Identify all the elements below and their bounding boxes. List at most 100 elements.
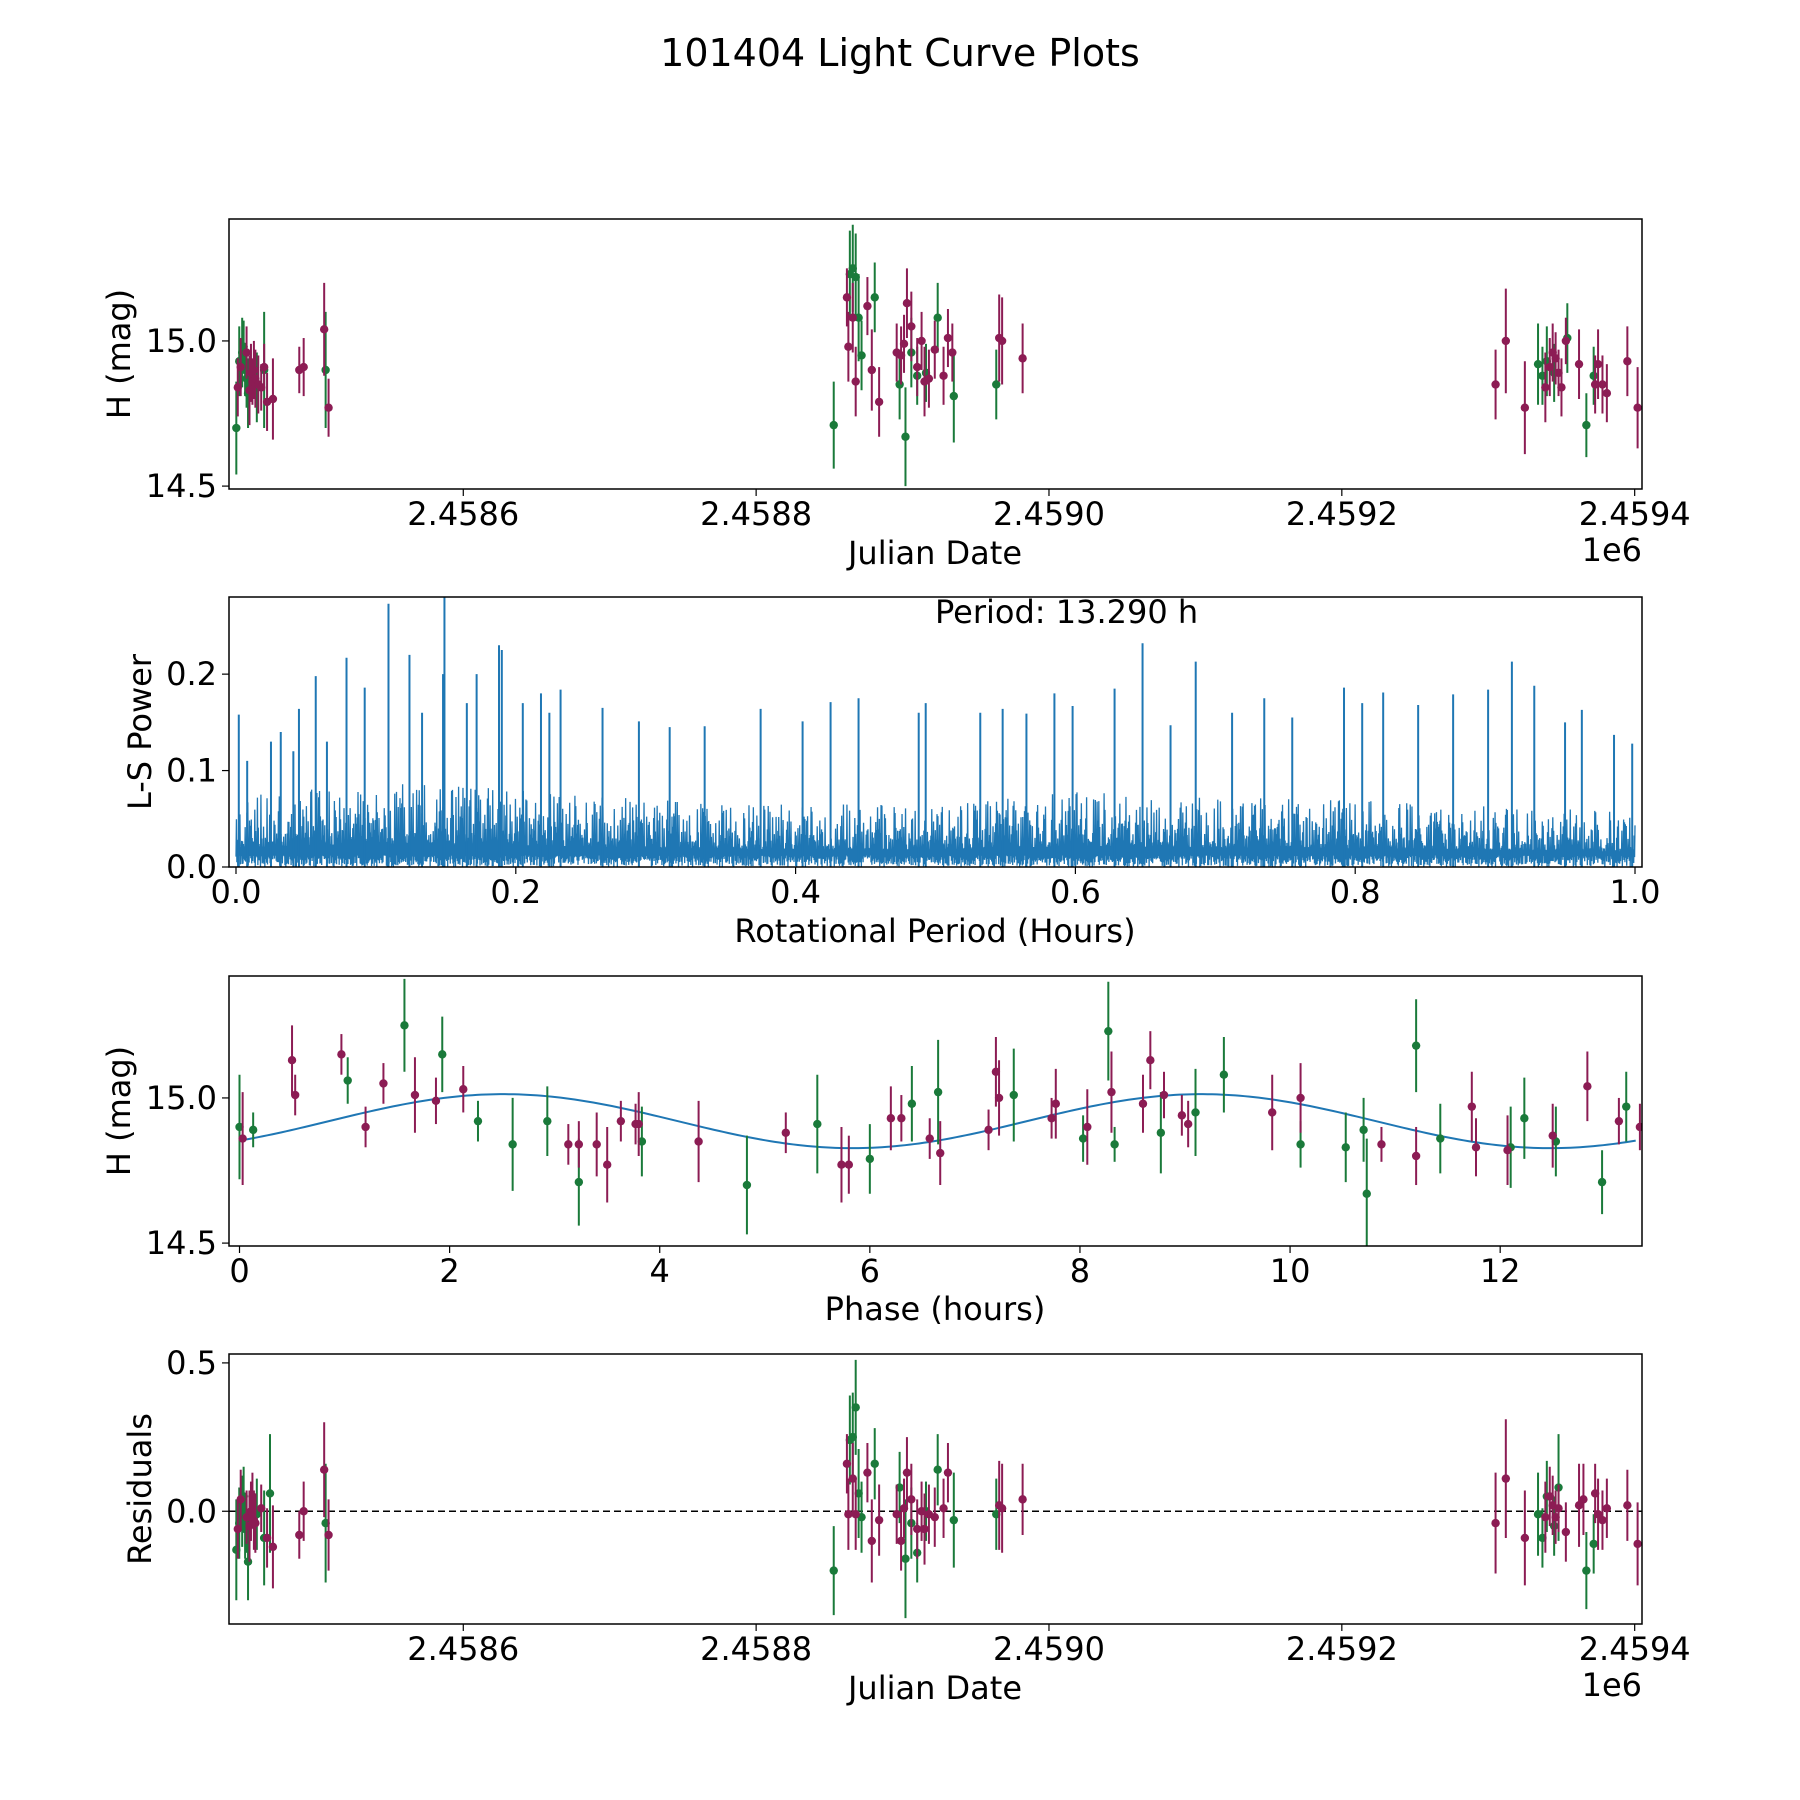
data-point bbox=[1362, 1189, 1371, 1198]
data-point bbox=[268, 1542, 278, 1552]
y-axis-label: H (mag) bbox=[100, 1046, 138, 1176]
data-point bbox=[694, 1137, 703, 1146]
data-point bbox=[1614, 1116, 1624, 1126]
y-tick-label: 0.0 bbox=[166, 848, 217, 886]
data-point bbox=[1549, 1521, 1559, 1531]
data-point bbox=[896, 1536, 906, 1546]
data-point bbox=[1051, 1099, 1060, 1108]
x-tick-label: 12 bbox=[1480, 1252, 1521, 1290]
data-point bbox=[901, 1554, 910, 1563]
data-point bbox=[813, 1119, 822, 1129]
data-point bbox=[901, 432, 910, 441]
x-tick-label: 2.4592 bbox=[1286, 1630, 1398, 1668]
data-point bbox=[1574, 1501, 1584, 1510]
data-point bbox=[1083, 1122, 1092, 1132]
series-purple bbox=[233, 268, 1642, 455]
data-point bbox=[742, 1180, 752, 1190]
series-green bbox=[232, 1359, 1598, 1619]
data-point bbox=[438, 1050, 447, 1059]
data-point bbox=[842, 293, 852, 302]
data-point bbox=[232, 423, 241, 433]
data-point bbox=[1219, 1070, 1229, 1079]
data-point bbox=[1554, 1504, 1563, 1513]
data-point bbox=[899, 339, 909, 349]
data-point bbox=[603, 1160, 612, 1169]
data-point bbox=[1436, 1134, 1445, 1143]
data-point bbox=[930, 1512, 939, 1522]
data-point bbox=[248, 1125, 258, 1135]
data-point bbox=[592, 1140, 601, 1149]
data-point bbox=[917, 336, 926, 346]
data-point bbox=[863, 301, 872, 311]
data-point bbox=[337, 1050, 346, 1059]
data-point bbox=[865, 1154, 875, 1164]
y-tick-label: 0.1 bbox=[166, 752, 217, 790]
data-point bbox=[1557, 383, 1566, 392]
data-point bbox=[1589, 1539, 1598, 1549]
data-point bbox=[1633, 1539, 1642, 1549]
data-point bbox=[290, 1090, 300, 1100]
data-point bbox=[1411, 1151, 1421, 1161]
series-purple bbox=[238, 1025, 1642, 1203]
data-point bbox=[1491, 1518, 1500, 1528]
period-annotation: Period: 13.290 h bbox=[935, 593, 1198, 631]
x-tick-label: 2.4590 bbox=[993, 1630, 1105, 1668]
data-point bbox=[920, 1524, 929, 1534]
data-point bbox=[1583, 1082, 1592, 1091]
data-point bbox=[616, 1116, 626, 1126]
data-point bbox=[991, 1067, 1001, 1077]
x-tick-label: 6 bbox=[860, 1252, 880, 1290]
data-point bbox=[943, 333, 953, 343]
data-point bbox=[874, 1515, 884, 1525]
data-point bbox=[994, 1093, 1004, 1103]
x-tick-label: 2.4592 bbox=[1286, 495, 1398, 533]
data-point bbox=[236, 362, 245, 372]
x-offset-label: 1e6 bbox=[1582, 1666, 1642, 1704]
data-point bbox=[936, 1148, 945, 1158]
data-point bbox=[1598, 1515, 1607, 1525]
data-point bbox=[1018, 1495, 1027, 1504]
data-point bbox=[265, 1489, 275, 1498]
data-point bbox=[1156, 1128, 1166, 1137]
data-point bbox=[907, 322, 916, 331]
data-point bbox=[949, 1515, 959, 1525]
data-point bbox=[319, 1465, 329, 1474]
data-point bbox=[948, 348, 957, 357]
x-tick-label: 0.2 bbox=[490, 873, 541, 911]
data-point bbox=[844, 1510, 853, 1519]
data-point bbox=[287, 1055, 297, 1065]
x-tick-label: 10 bbox=[1270, 1252, 1311, 1290]
data-point bbox=[837, 1160, 846, 1169]
data-point bbox=[1520, 1114, 1529, 1123]
data-point bbox=[637, 1137, 647, 1146]
data-point bbox=[907, 1099, 917, 1108]
data-point bbox=[1377, 1140, 1386, 1149]
figure-title: 101404 Light Curve Plots bbox=[660, 31, 1140, 75]
data-point bbox=[863, 1468, 872, 1477]
data-point bbox=[912, 1524, 922, 1534]
data-point bbox=[1635, 1122, 1642, 1132]
x-tick-label: 0.4 bbox=[770, 873, 821, 911]
y-axis-label: L-S Power bbox=[121, 653, 159, 810]
data-point bbox=[1593, 359, 1603, 369]
power-spectrum-line bbox=[235, 784, 1636, 867]
data-point bbox=[295, 1530, 304, 1540]
x-tick-label: 1.0 bbox=[1610, 873, 1661, 911]
data-point bbox=[400, 1021, 409, 1030]
data-point bbox=[857, 351, 866, 360]
x-tick-label: 2 bbox=[439, 1252, 459, 1290]
data-point bbox=[1561, 1527, 1571, 1537]
data-point bbox=[242, 348, 251, 357]
data-point bbox=[1633, 403, 1642, 412]
data-point bbox=[851, 1510, 860, 1519]
data-point bbox=[268, 394, 278, 404]
x-tick-label: 2.4594 bbox=[1579, 495, 1691, 533]
data-point bbox=[1579, 1495, 1588, 1504]
y-tick-label: 15.0 bbox=[146, 322, 217, 360]
data-point bbox=[1602, 388, 1612, 398]
data-point bbox=[924, 374, 934, 383]
data-point bbox=[925, 1134, 934, 1143]
data-point bbox=[251, 1518, 260, 1528]
data-point bbox=[1533, 1510, 1543, 1519]
